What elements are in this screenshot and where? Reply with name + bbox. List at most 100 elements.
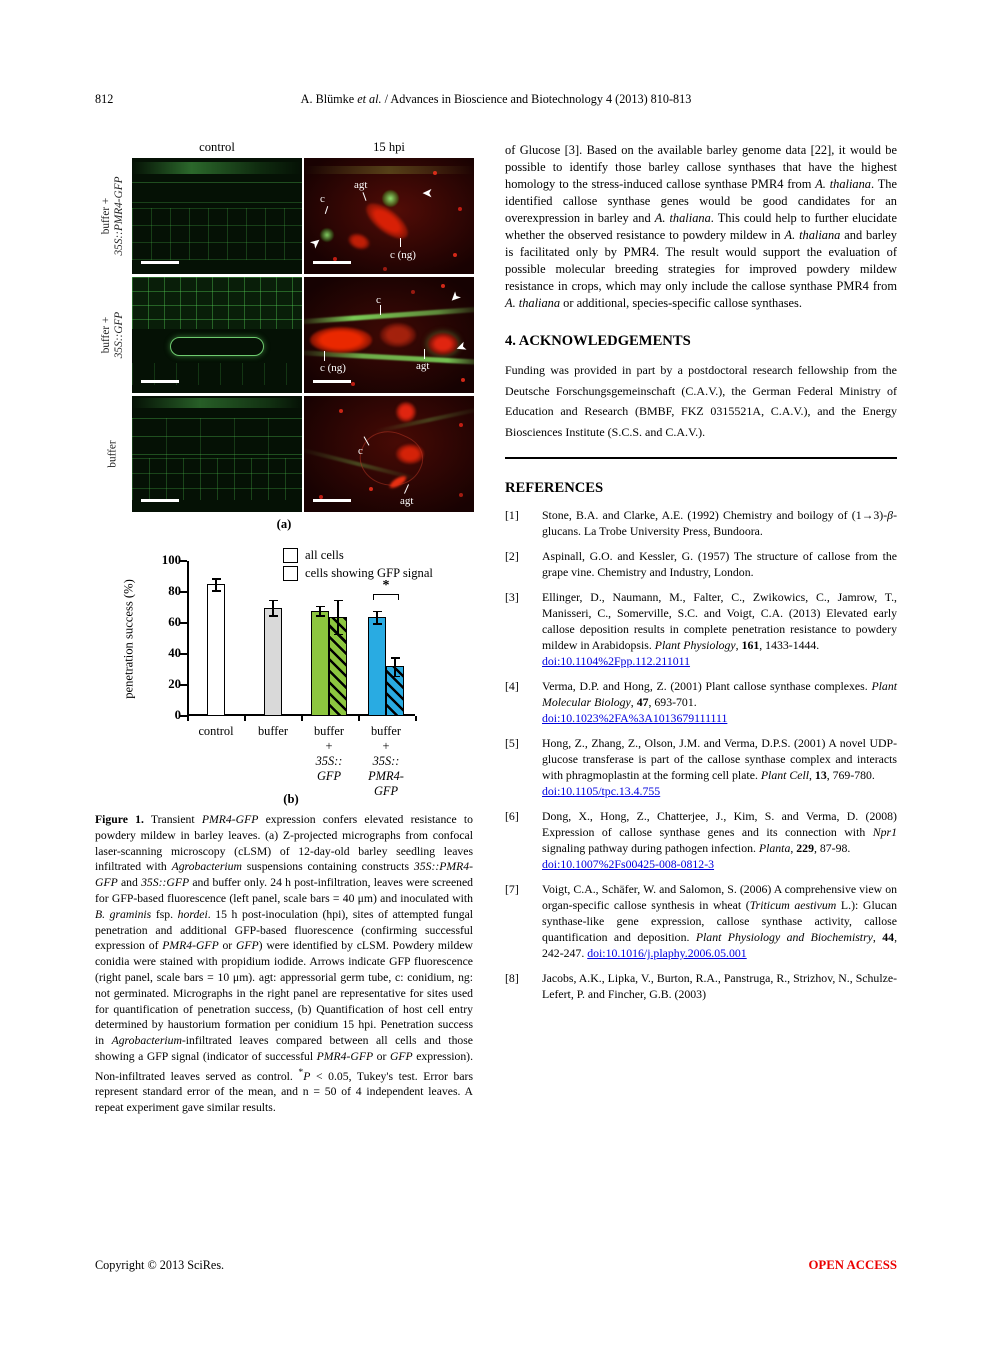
plot-area <box>187 561 415 716</box>
scale-bar <box>313 499 351 502</box>
page-footer: Copyright © 2013 SciRes. OPEN ACCESS <box>95 1258 897 1278</box>
body-paragraph: of Glucose [3]. Based on the available b… <box>505 143 897 310</box>
doi-link[interactable]: doi:10.1023%2FA%3A1013679111111 <box>542 711 728 725</box>
conidium-blob <box>380 323 416 347</box>
x-tick-mark <box>415 716 417 721</box>
page-header: 812 A. Blümke et al. / Advances in Biosc… <box>95 92 897 110</box>
red-speckles <box>314 168 316 170</box>
annotation-agt: agt <box>416 360 430 372</box>
germ-tube-outline <box>351 421 431 497</box>
x-category-label: control <box>198 724 234 738</box>
y-tick-label: 80 <box>168 584 181 598</box>
annotation-c-ng: c (ng) <box>390 249 416 261</box>
scale-bar <box>141 499 179 502</box>
annotation-c: c <box>320 193 325 205</box>
panel-b-label: (b) <box>283 792 299 806</box>
y-tick-mark <box>180 560 187 562</box>
y-tick-label: 40 <box>168 646 181 660</box>
micrograph-15hpi-buffer: c agt <box>304 396 474 512</box>
y-tick-label: 20 <box>168 677 181 691</box>
significance-star: * <box>382 578 390 593</box>
conidium-blob <box>310 327 372 353</box>
doi-link[interactable]: doi:10.1016/j.plaphy.2006.05.001 <box>587 946 747 960</box>
y-tick-label: 60 <box>168 615 181 629</box>
fluorescence-feature <box>132 277 302 329</box>
leader-line <box>404 484 409 494</box>
row-label-gfp: buffer +35S::GFP <box>99 311 125 359</box>
annotation-agt: agt <box>400 495 414 507</box>
copyright-notice: Copyright © 2013 SciRes. <box>95 1258 225 1272</box>
error-bar-cap <box>211 590 221 592</box>
legend-entry: cells showing GFP signal <box>283 566 433 581</box>
x-tick-mark <box>358 716 360 721</box>
y-tick-label: 100 <box>161 553 181 567</box>
error-bar-cap <box>211 578 221 580</box>
x-category-label: buffer <box>257 724 289 738</box>
y-tick-mark <box>180 715 187 717</box>
page-number: 812 <box>95 92 114 106</box>
gfp-streak <box>374 406 474 434</box>
figure-column: control 15 hpi buffer +35S::PMR4-GFP <box>95 140 487 1250</box>
reference-item: [3] Ellinger, D., Naumann, M., Falter, C.… <box>505 589 897 669</box>
error-bar-cap <box>315 615 325 617</box>
fluorescence-feature <box>132 398 302 408</box>
red-speckles <box>310 404 312 406</box>
error-bar <box>337 599 339 634</box>
reference-text: Ellinger, D., Naumann, M., Falter, C., Z… <box>542 590 897 668</box>
legend-label: cells showing GFP signal <box>305 566 433 580</box>
doi-link[interactable]: doi:10.1104%2Fpp.112.211011 <box>542 654 691 668</box>
fluorescence-feature <box>304 396 474 512</box>
annotation-c: c <box>358 445 363 457</box>
x-tick-mark <box>244 716 246 721</box>
bar-all-cells <box>311 610 329 716</box>
leader-line <box>324 206 329 214</box>
x-tick-mark <box>301 716 303 721</box>
reference-number: [6] <box>505 809 519 823</box>
acknowledgements-text: Funding was provided in part by a postdo… <box>505 363 897 439</box>
figure-1b-chart: penetration success (%) 0 20 40 60 80 100 contr… <box>95 548 487 798</box>
micrograph-row-buffer: buffer c a <box>95 396 474 512</box>
y-tick-mark <box>180 622 187 624</box>
reference-text: Aspinall, G.O. and Kessler, G. (1957) Th… <box>542 549 897 579</box>
leader-line <box>400 238 401 247</box>
conidium-blob <box>346 230 372 253</box>
bar-all-cells <box>207 584 225 716</box>
error-bar <box>319 605 321 616</box>
fluorescence-feature <box>304 166 474 174</box>
bar-all-cells <box>264 607 282 716</box>
conidium-blob <box>396 444 424 464</box>
error-bar <box>215 578 217 591</box>
legend-swatch-hatched <box>283 566 298 581</box>
leader-line <box>380 305 381 315</box>
scale-bar <box>141 261 179 264</box>
micrograph-row-pmr4: buffer +35S::PMR4-GFP ➤ <box>95 158 474 274</box>
leader-line <box>424 349 425 359</box>
micrograph-15hpi-pmr4: ➤ ➤ agt c c (ng) <box>304 158 474 274</box>
legend-entry: all cells <box>283 548 433 563</box>
fluorescence-feature <box>132 458 302 500</box>
error-bar-cap <box>390 657 400 659</box>
significance-bracket <box>373 594 399 600</box>
micrograph-row-gfp: buffer +35S::GFP ➤ ➤ c <box>95 277 474 393</box>
reference-item: [6] Dong, X., Hong, Z., Chatterjee, J., K… <box>505 808 897 872</box>
reference-number: [8] <box>505 971 519 985</box>
doi-link[interactable]: doi:10.1007%2Fs00425-008-0812-3 <box>542 857 715 871</box>
error-bar <box>376 610 378 623</box>
leader-line <box>324 351 325 361</box>
fluorescence-feature <box>132 418 302 458</box>
y-tick-mark <box>180 591 187 593</box>
error-bar-cap <box>268 615 278 617</box>
figure-caption: Figure 1. Transient PMR4-GFP expression … <box>95 813 474 1115</box>
open-access-label: OPEN ACCESS <box>808 1258 897 1272</box>
gfp-arrow-icon: ➤ <box>446 288 465 307</box>
reference-number: [1] <box>505 508 519 522</box>
panel-a-label: (a) <box>276 517 292 531</box>
x-tick-mark <box>187 716 189 721</box>
fluorescence-feature <box>132 202 302 203</box>
reference-text: Stone, B.A. and Clarke, A.E. (1992) Chem… <box>542 508 897 538</box>
reference-item: [7] Voigt, C.A., Schäfer, W. and Salomon,… <box>505 881 897 961</box>
reference-text: Jacobs, A.K., Lipka, V., Burton, R.A., P… <box>542 971 897 1001</box>
conidium-blob <box>396 402 416 422</box>
doi-link[interactable]: doi:10.1105/tpc.13.4.755 <box>542 784 661 798</box>
